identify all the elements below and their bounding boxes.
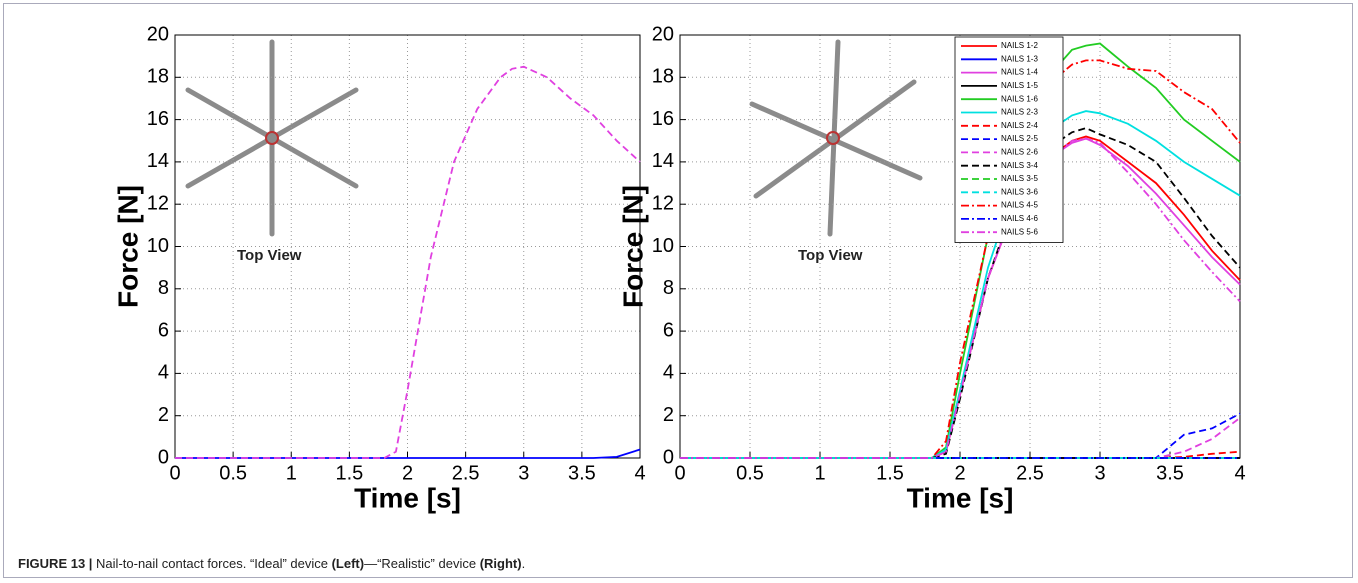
caption-part: —“Realistic” device <box>364 556 480 571</box>
legend-label: NAILS 2-5 <box>1001 134 1038 143</box>
series-line <box>680 137 1241 459</box>
legend-label: NAILS 1-3 <box>1001 54 1038 63</box>
y-tick-label: 20 <box>652 23 674 45</box>
y-tick-label: 8 <box>158 277 169 299</box>
y-tick-label: 4 <box>663 362 674 384</box>
y-tick-label: 0 <box>158 446 169 468</box>
x-tick-label: 0.5 <box>736 462 764 484</box>
caption-part: Nail-to-nail contact forces. “Ideal” dev… <box>96 556 332 571</box>
series-line <box>175 448 641 459</box>
legend-label: NAILS 2-4 <box>1001 121 1038 130</box>
x-tick-label: 0.5 <box>219 462 247 484</box>
legend-label: NAILS 1-2 <box>1001 41 1038 50</box>
caption-part: (Right) <box>479 556 522 571</box>
x-tick-label: 0 <box>674 462 685 484</box>
y-tick-label: 18 <box>147 66 169 88</box>
y-tick-label: 16 <box>147 108 169 130</box>
inset-center <box>265 131 279 145</box>
y-tick-label: 0 <box>663 446 674 468</box>
x-tick-label: 0 <box>169 462 180 484</box>
inset-label: Top View <box>237 247 302 264</box>
legend-label: NAILS 5-6 <box>1001 227 1038 236</box>
y-axis-label: Force [N] <box>617 185 648 308</box>
legend-label: NAILS 1-5 <box>1001 81 1038 90</box>
series-line <box>680 42 1241 459</box>
x-tick-label: 1 <box>286 462 297 484</box>
series-line <box>680 127 1241 459</box>
y-tick-label: 2 <box>158 404 169 426</box>
inset-center <box>826 131 840 145</box>
series-line <box>680 59 1241 459</box>
caption-part: . <box>521 556 526 571</box>
y-tick-label: 12 <box>652 192 674 214</box>
x-tick-label: 2 <box>402 462 413 484</box>
legend-label: NAILS 4-5 <box>1001 201 1038 210</box>
legend-label: NAILS 1-6 <box>1001 94 1038 103</box>
legend-label: NAILS 1-4 <box>1001 68 1038 77</box>
y-tick-label: 2 <box>663 404 674 426</box>
x-tick-label: 1.5 <box>876 462 904 484</box>
y-tick-label: 18 <box>652 66 674 88</box>
x-tick-label: 1.5 <box>335 462 363 484</box>
x-tick-label: 4 <box>1234 462 1245 484</box>
series-line <box>175 65 641 459</box>
x-tick-label: 2.5 <box>452 462 480 484</box>
y-tick-label: 6 <box>663 319 674 341</box>
x-tick-label: 1 <box>814 462 825 484</box>
x-tick-label: 3 <box>518 462 529 484</box>
inset-right <box>749 39 923 237</box>
y-tick-label: 16 <box>652 108 674 130</box>
y-tick-label: 6 <box>158 319 169 341</box>
y-tick-label: 14 <box>147 150 169 172</box>
x-tick-label: 3 <box>1094 462 1105 484</box>
x-axis-label: Time [s] <box>354 482 461 513</box>
legend-label: NAILS 3-6 <box>1001 187 1038 196</box>
x-tick-label: 2.5 <box>1016 462 1044 484</box>
caption-part: FIGURE 13 | <box>18 556 97 571</box>
legend-label: NAILS 2-6 <box>1001 148 1038 157</box>
y-tick-label: 14 <box>652 150 674 172</box>
y-tick-label: 12 <box>147 192 169 214</box>
x-tick-label: 3.5 <box>1156 462 1184 484</box>
legend-label: NAILS 2-3 <box>1001 108 1038 117</box>
legend-label: NAILS 3-5 <box>1001 174 1038 183</box>
y-tick-label: 20 <box>147 23 169 45</box>
caption-part: (Left) <box>331 556 365 571</box>
y-tick-label: 10 <box>652 235 674 257</box>
x-tick-label: 4 <box>634 462 645 484</box>
x-tick-label: 3.5 <box>568 462 596 484</box>
legend-label: NAILS 4-6 <box>1001 214 1038 223</box>
y-tick-label: 8 <box>663 277 674 299</box>
legend-label: NAILS 3-4 <box>1001 161 1038 170</box>
x-axis-label: Time [s] <box>907 482 1014 513</box>
figure-frame <box>3 3 1353 578</box>
y-tick-label: 10 <box>147 235 169 257</box>
inset-label: Top View <box>798 247 863 264</box>
y-axis-label: Force [N] <box>112 185 143 308</box>
caption: FIGURE 13 | Nail-to-nail contact forces.… <box>18 556 525 571</box>
inset-left <box>185 39 359 237</box>
y-tick-label: 4 <box>158 362 169 384</box>
x-tick-label: 2 <box>954 462 965 484</box>
